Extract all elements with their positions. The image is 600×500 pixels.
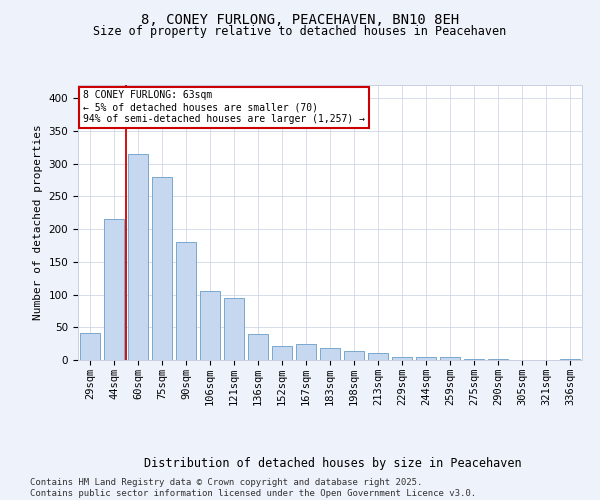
Text: 8, CONEY FURLONG, PEACEHAVEN, BN10 8EH: 8, CONEY FURLONG, PEACEHAVEN, BN10 8EH <box>141 12 459 26</box>
Text: 8 CONEY FURLONG: 63sqm
← 5% of detached houses are smaller (70)
94% of semi-deta: 8 CONEY FURLONG: 63sqm ← 5% of detached … <box>83 90 365 124</box>
Bar <box>128 154 148 360</box>
Text: Size of property relative to detached houses in Peacehaven: Size of property relative to detached ho… <box>94 25 506 38</box>
Bar <box>224 298 244 360</box>
Bar <box>440 358 460 360</box>
Bar <box>320 348 340 360</box>
Bar <box>152 176 172 360</box>
Text: Distribution of detached houses by size in Peacehaven: Distribution of detached houses by size … <box>144 458 522 470</box>
Bar <box>344 351 364 360</box>
Bar <box>104 219 124 360</box>
Y-axis label: Number of detached properties: Number of detached properties <box>33 124 43 320</box>
Bar <box>200 291 220 360</box>
Bar <box>176 242 196 360</box>
Bar <box>392 356 412 360</box>
Bar <box>248 334 268 360</box>
Bar <box>272 346 292 360</box>
Bar <box>296 344 316 360</box>
Bar <box>80 332 100 360</box>
Bar <box>416 358 436 360</box>
Bar <box>368 354 388 360</box>
Text: Contains HM Land Registry data © Crown copyright and database right 2025.
Contai: Contains HM Land Registry data © Crown c… <box>30 478 476 498</box>
